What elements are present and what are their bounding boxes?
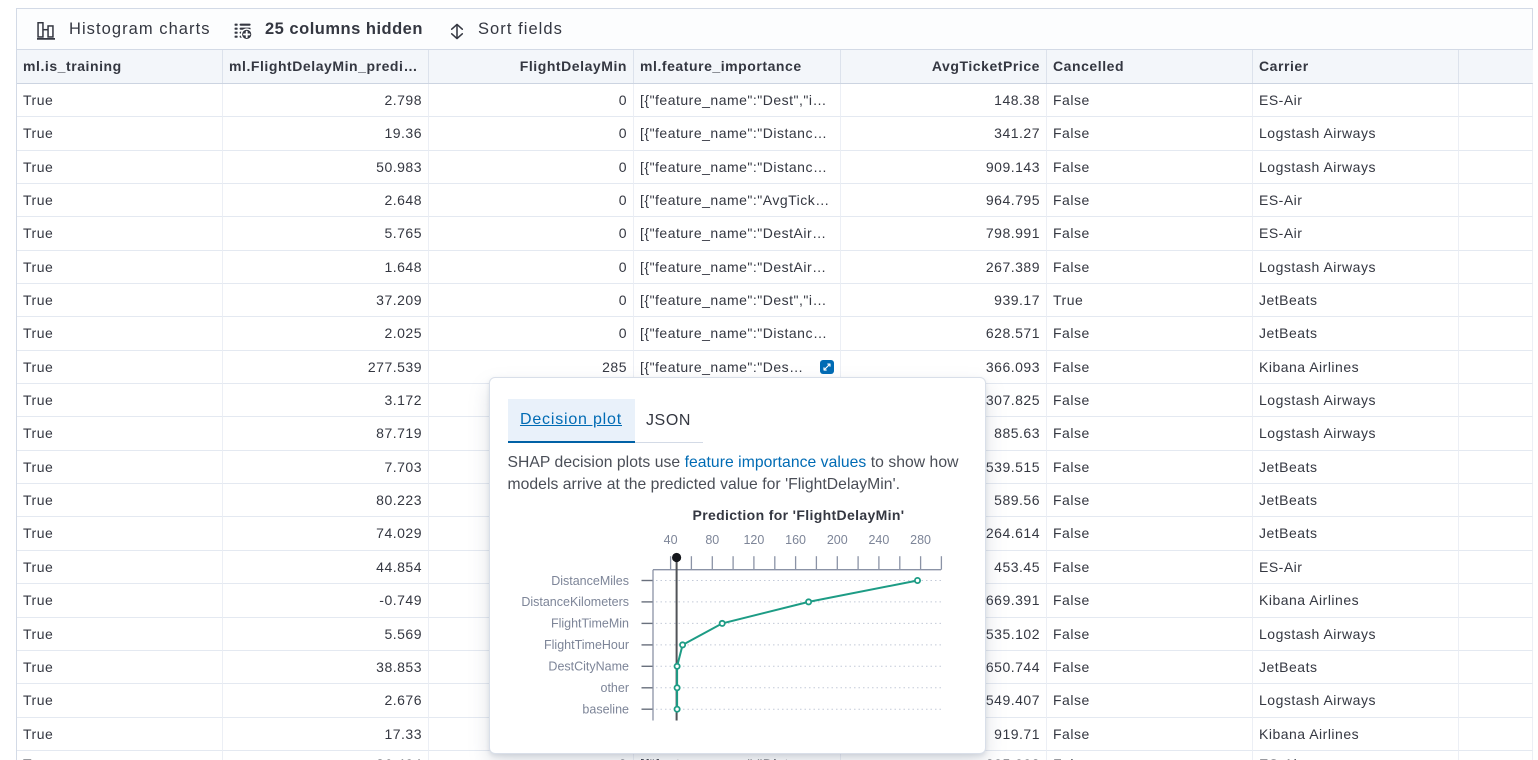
svg-text:other: other xyxy=(601,681,630,695)
svg-text:DistanceMiles: DistanceMiles xyxy=(551,574,629,588)
svg-text:120: 120 xyxy=(743,533,764,547)
svg-text:280: 280 xyxy=(910,533,931,547)
svg-text:baseline: baseline xyxy=(582,703,629,717)
svg-text:FlightTimeMin: FlightTimeMin xyxy=(551,617,629,631)
svg-text:DestCityName: DestCityName xyxy=(548,660,629,674)
svg-text:160: 160 xyxy=(785,533,806,547)
svg-text:200: 200 xyxy=(827,533,848,547)
svg-text:FlightTimeHour: FlightTimeHour xyxy=(544,638,629,652)
svg-text:40: 40 xyxy=(664,533,678,547)
svg-text:80: 80 xyxy=(705,533,719,547)
svg-text:240: 240 xyxy=(868,533,889,547)
svg-text:DistanceKilometers: DistanceKilometers xyxy=(521,595,629,609)
